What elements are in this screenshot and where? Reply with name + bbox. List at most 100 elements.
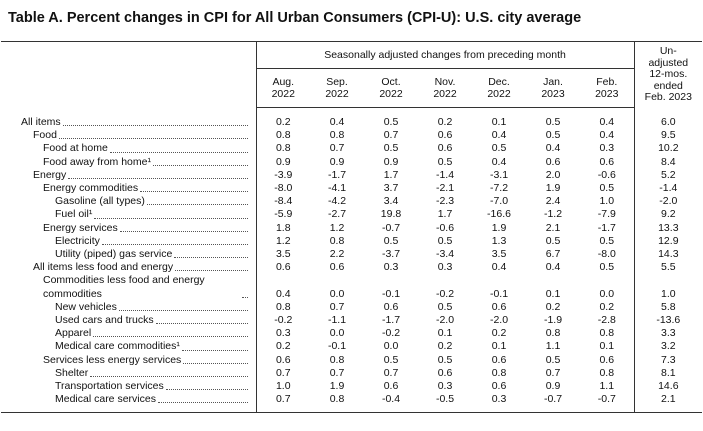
- header-line: adjusted: [648, 56, 689, 69]
- leader: Medical care services: [55, 393, 256, 406]
- cell-value: 0.5: [437, 234, 453, 247]
- leader: Apparel: [55, 327, 256, 340]
- cell-value: -2.0: [489, 314, 509, 327]
- cell-value: 0.9: [545, 380, 561, 393]
- cell-value: -7.0: [489, 195, 509, 208]
- column-header: Jan. 2023: [526, 68, 580, 108]
- cell-value: -1.7: [597, 221, 616, 234]
- cell-value: -2.7: [327, 208, 347, 221]
- cell-value: 1.2: [329, 221, 345, 234]
- column-header: Un-adjusted 12-mos. ended Feb. 2023: [633, 41, 703, 108]
- header-line: Nov.: [434, 75, 456, 88]
- cell-value: -1.9: [543, 314, 563, 327]
- table-row: Apparel 0.3 0.0 -0.2 0.1 0.2 0.8 0.8 3.3: [1, 327, 703, 341]
- cell-value: 0.0: [329, 287, 345, 300]
- dot-leader: [90, 376, 248, 378]
- row-label-cell: New vehicles: [1, 301, 256, 314]
- row-label-cell: Transportation services: [1, 380, 256, 393]
- cell-value: 0.1: [599, 340, 615, 353]
- cell-value: 0.8: [255, 142, 310, 156]
- row-label-cell: Energy services: [1, 222, 256, 235]
- cell-value: -1.7: [381, 314, 401, 327]
- header-line: Aug.: [272, 75, 295, 88]
- cell-value: -3.9: [255, 168, 310, 183]
- header-line: 2023: [595, 88, 619, 100]
- cell-value: 6.0: [633, 107, 703, 130]
- cell-value: -7.2: [489, 182, 509, 195]
- cell-value: 3.3: [633, 327, 703, 341]
- cell-value: 0.6: [491, 353, 507, 366]
- cell-value: 0.1: [545, 287, 561, 300]
- table-row: New vehicles 0.8 0.7 0.6 0.5 0.6 0.2 0.2 5.8: [1, 300, 703, 315]
- table-row: Fuel oil¹ -5.9 -2.7 19.8 1.7 -16.6 -1.2 -7.9 9.2: [1, 208, 703, 222]
- cell-value: 0.6: [491, 300, 507, 313]
- cell-value: 0.5: [599, 261, 615, 274]
- cell-value: 0.6: [329, 261, 345, 274]
- cell-value: -0.1: [381, 287, 401, 300]
- leader: Used cars and trucks: [55, 314, 256, 327]
- cell-value: 0.6: [255, 261, 310, 275]
- cell-value: 8.1: [633, 366, 703, 381]
- row-label-cell: Medical care services: [1, 393, 256, 413]
- cell-value: 2.1: [545, 221, 561, 234]
- row-label: Food: [33, 129, 57, 142]
- cell-value: 0.2: [599, 300, 615, 313]
- cell-value: 1.9: [329, 380, 345, 393]
- row-label-cell: Commodities less food and energy commodi…: [1, 274, 256, 300]
- dot-leader: [146, 204, 248, 206]
- row-label-cell: Shelter: [1, 367, 256, 380]
- cell-value: 0.3: [255, 327, 310, 341]
- cell-value: 0.4: [329, 116, 345, 128]
- cell-value: -0.1: [489, 287, 509, 300]
- row-label-cell: Food away from home¹: [1, 156, 256, 169]
- cell-value: -1.2: [543, 208, 563, 221]
- cell-value: 0.4: [545, 261, 561, 274]
- cell-value: 5.2: [633, 168, 703, 183]
- cell-value: 0.7: [329, 142, 345, 155]
- leader: Fuel oil¹: [55, 208, 256, 221]
- row-label: Medical care services: [55, 393, 156, 406]
- table-row: Used cars and trucks -0.2 -1.1 -1.7 -2.0 -2.0…: [1, 314, 703, 328]
- row-label-cell: Medical care commodities¹: [1, 340, 256, 353]
- row-label: Medical care commodities¹: [55, 340, 180, 353]
- dot-leader: [140, 191, 248, 193]
- cell-value: -5.9: [255, 208, 310, 222]
- cell-value: 1.0: [255, 380, 310, 394]
- cell-value: -2.0: [435, 314, 455, 327]
- cell-value: -4.2: [327, 195, 347, 208]
- header-line: 2022: [487, 88, 511, 100]
- dot-leader: [183, 362, 248, 364]
- cell-value: 0.5: [491, 142, 507, 155]
- dot-leader: [155, 323, 248, 325]
- table-row: Commodities less food and energy commodi…: [1, 274, 703, 301]
- header-row: Seasonally adjusted changes from precedi…: [1, 41, 703, 108]
- cell-value: 1.1: [545, 340, 561, 353]
- cell-value: 0.5: [383, 116, 399, 128]
- table-row: All items 0.2 0.4 0.5 0.2 0.1 0.5 0.4 6.0: [1, 107, 703, 130]
- column-header: Dec. 2022: [472, 68, 526, 108]
- leader: Energy commodities: [43, 182, 256, 195]
- dot-leader: [68, 178, 248, 180]
- group-header: Seasonally adjusted changes from precedi…: [255, 41, 635, 69]
- cell-value: 8.4: [633, 155, 703, 169]
- table-row: Services less energy services 0.6 0.8 0.5 0.…: [1, 353, 703, 367]
- row-label-cell: All items: [1, 108, 256, 130]
- cell-value: 5.8: [633, 300, 703, 315]
- cell-value: 1.9: [491, 221, 507, 234]
- header-line: 2022: [271, 88, 295, 100]
- row-label-cell: All items less food and energy: [1, 261, 256, 274]
- leader: All items: [21, 116, 256, 129]
- header-line: 2022: [325, 88, 349, 100]
- cell-value: 0.7: [545, 366, 561, 379]
- leader: New vehicles: [55, 301, 256, 314]
- row-label: New vehicles: [55, 300, 117, 313]
- cell-value: 0.6: [255, 353, 310, 367]
- cell-value: 0.3: [437, 380, 453, 393]
- row-label: All items: [21, 116, 61, 128]
- cell-value: 0.8: [491, 366, 507, 379]
- cell-value: 0.6: [383, 380, 399, 393]
- cell-value: 13.3: [633, 221, 703, 235]
- table-row: Shelter 0.7 0.7 0.7 0.6 0.8 0.7 0.8 8.1: [1, 366, 703, 381]
- cpi-table: Seasonally adjusted changes from precedi…: [1, 41, 703, 414]
- row-label-cell: Utility (piped) gas service: [1, 248, 256, 261]
